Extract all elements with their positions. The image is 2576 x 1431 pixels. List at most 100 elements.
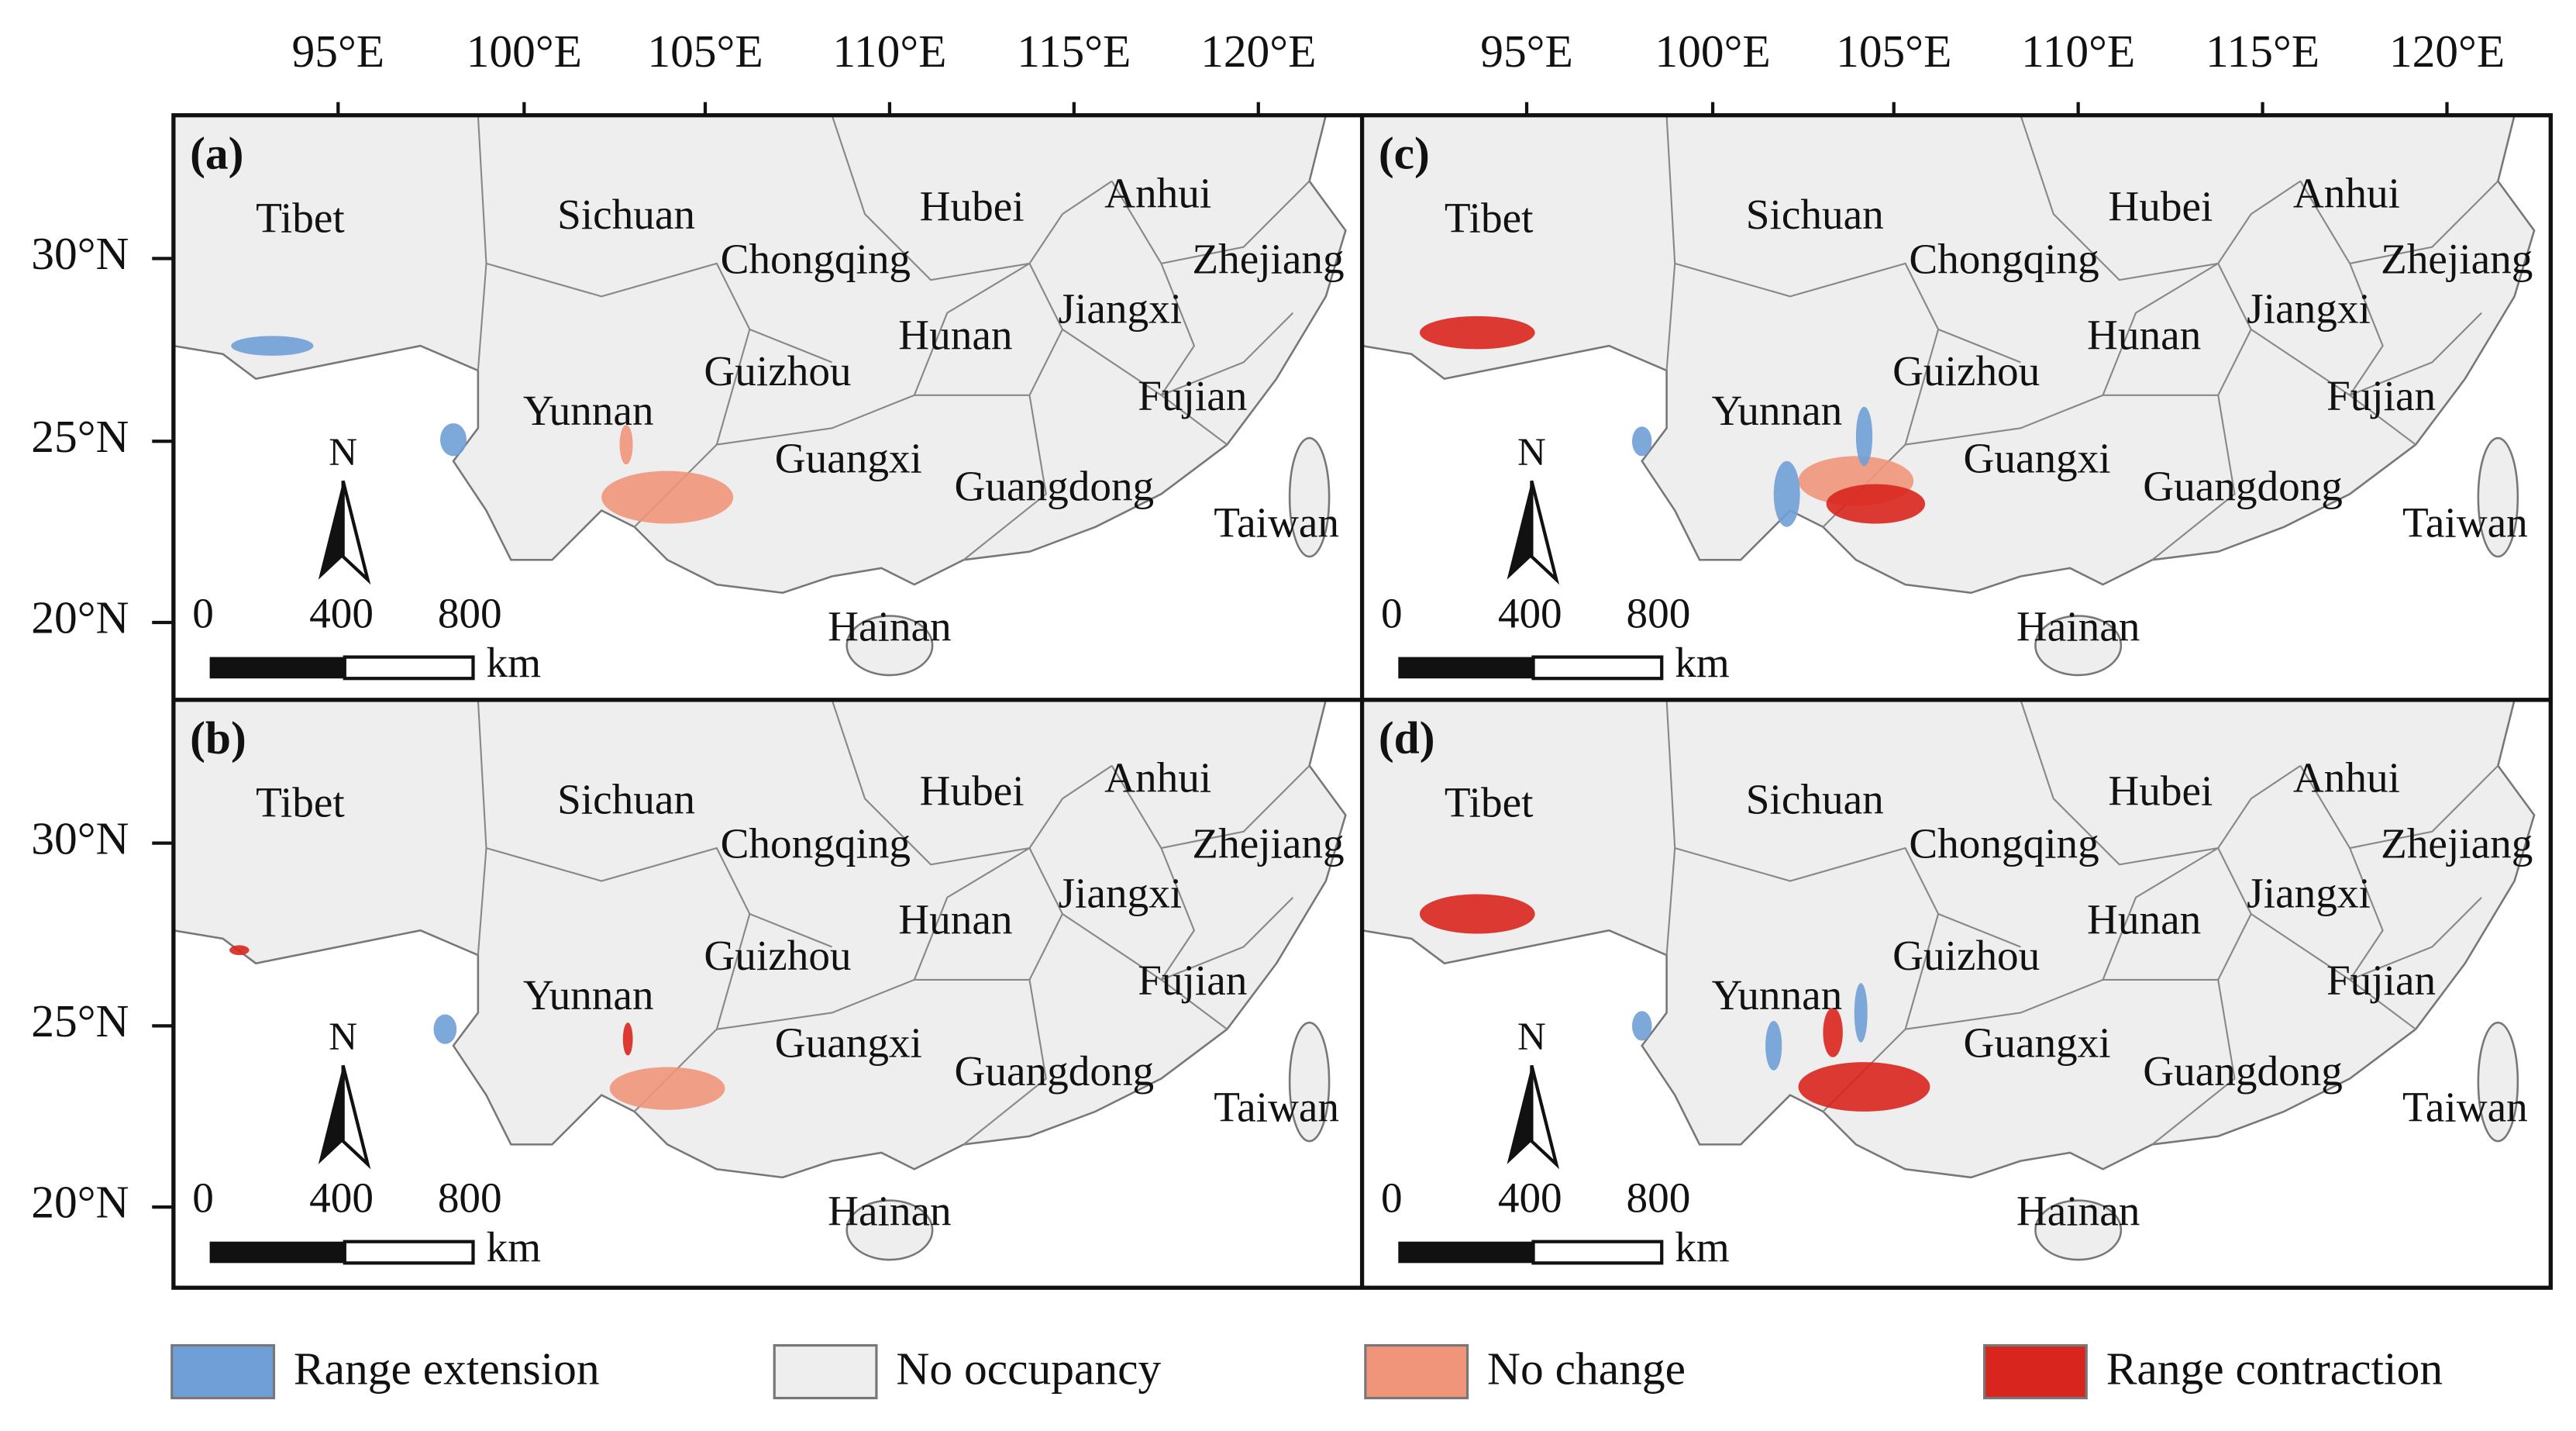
province-label: Guangxi [1963, 1019, 2110, 1067]
province-label: Guizhou [704, 347, 851, 395]
province-border [2217, 263, 2416, 446]
province-label: Fujian [2326, 372, 2436, 419]
province-label: Anhui [2293, 754, 2400, 802]
province-border [1028, 913, 1063, 981]
province-border [1028, 329, 1063, 396]
scale-unit: km [1675, 1223, 1730, 1271]
scale-bar [1531, 655, 1664, 681]
panel-label: (b) [190, 712, 246, 764]
distribution-patch [622, 1022, 633, 1056]
longitude-label: 110°E [2021, 26, 2135, 77]
distribution-patch [1419, 316, 1535, 350]
longitude-label: 120°E [2389, 26, 2505, 77]
province-label: Zhejiang [2381, 236, 2533, 283]
province-border [2349, 263, 2384, 396]
scale-tick-label: 800 [1627, 1174, 1691, 1221]
province-label: Guangdong [955, 1047, 1155, 1095]
province-label: Sichuan [1746, 191, 1884, 238]
scale-bar [209, 1241, 345, 1264]
province-border [2102, 262, 2219, 396]
province-border [913, 847, 1031, 981]
scale-tick-label: 0 [1381, 1174, 1403, 1221]
north-arrow [1507, 481, 1532, 580]
province-label: Hainan [2016, 602, 2140, 650]
north-arrow [318, 1065, 343, 1164]
distribution-patch [433, 1014, 457, 1044]
province-label: Tibet [256, 194, 345, 241]
legend-swatch [1364, 1343, 1469, 1400]
scale-tick-label: 0 [1381, 589, 1403, 636]
distribution-patch [619, 425, 633, 465]
land [1362, 115, 2536, 595]
province-label: Yunnan [523, 971, 654, 1019]
latitude-label: 20°N [31, 592, 129, 643]
latitude-label: 30°N [31, 812, 129, 864]
longitude-label: 105°E [1836, 26, 1951, 77]
province-border [2349, 896, 2482, 981]
north-label: N [329, 1015, 357, 1059]
north-label: N [1517, 1015, 1546, 1059]
province-label: Sichuan [1746, 775, 1884, 822]
province-label: Yunnan [1712, 971, 1843, 1019]
longitude-label: 100°E [1655, 26, 1770, 77]
province-border [2299, 765, 2499, 850]
province-border [716, 978, 1030, 1030]
province-label: Hainan [828, 602, 951, 650]
legend-label: No change [1487, 1343, 1686, 1394]
legend-label: Range extension [294, 1343, 600, 1394]
scale-tick-label: 0 [192, 1174, 214, 1221]
distribution-patch [1631, 1011, 1652, 1041]
province-label: Guangxi [1963, 435, 2110, 482]
scale-tick-label: 0 [192, 589, 214, 636]
province-border [2151, 395, 2236, 561]
land [173, 115, 1347, 595]
province-label: Jiangxi [1059, 869, 1183, 916]
distribution-patch [609, 1067, 725, 1110]
province-label: Guangxi [775, 435, 922, 482]
distribution-patch [1631, 426, 1652, 457]
province-label: Taiwan [2402, 498, 2528, 546]
province-label: Taiwan [1214, 1084, 1339, 1131]
longitude-label: 100°E [467, 26, 582, 77]
scale-tick-label: 800 [438, 1174, 502, 1221]
province-border [831, 699, 1113, 866]
province-label: Hainan [828, 1187, 951, 1234]
province-label: Guangxi [775, 1019, 922, 1067]
scale-tick-label: 400 [309, 589, 374, 636]
legend-swatch [773, 1343, 878, 1400]
longitude-label: 115°E [2206, 26, 2319, 77]
province-border [1674, 847, 2021, 948]
distribution-patch [1854, 983, 1868, 1043]
province-label: Zhejiang [2381, 820, 2533, 867]
map-panel: Tibet Sichuan Hubei Anhui Chongqing ZhejiangJ… [173, 115, 1347, 686]
distribution-patch [1773, 460, 1800, 527]
distribution-patch [231, 336, 314, 356]
province-label: Guangdong [2143, 463, 2343, 510]
province-border [831, 115, 1113, 281]
province-label: Sichuan [557, 775, 695, 822]
province-border [1111, 180, 1310, 265]
province-label: Tibet [1445, 194, 1534, 241]
scale-unit: km [486, 1223, 541, 1271]
province-border [1905, 978, 2219, 1030]
distribution-patch [1419, 894, 1535, 934]
taiwan-island [2477, 436, 2519, 558]
province-label: Guizhou [704, 932, 851, 979]
province-label: Fujian [1138, 957, 1247, 1004]
province-label: Zhejiang [1192, 820, 1344, 867]
distribution-patch [1765, 1021, 1782, 1071]
scale-tick-label: 400 [1498, 589, 1562, 636]
province-label: Jiangxi [2247, 869, 2371, 916]
taiwan-island [1288, 436, 1331, 558]
province-label: Yunnan [1712, 387, 1843, 434]
panel-label: (d) [1379, 712, 1435, 764]
latitude-label: 20°N [31, 1177, 129, 1228]
province-border [2217, 847, 2416, 1030]
province-border [1028, 847, 1228, 1030]
province-label: Fujian [2326, 957, 2436, 1004]
province-label: Zhejiang [1192, 236, 1344, 283]
province-label: Taiwan [2402, 1084, 2528, 1131]
north-arrow [341, 1064, 371, 1170]
longitude-label: 115°E [1017, 26, 1131, 77]
